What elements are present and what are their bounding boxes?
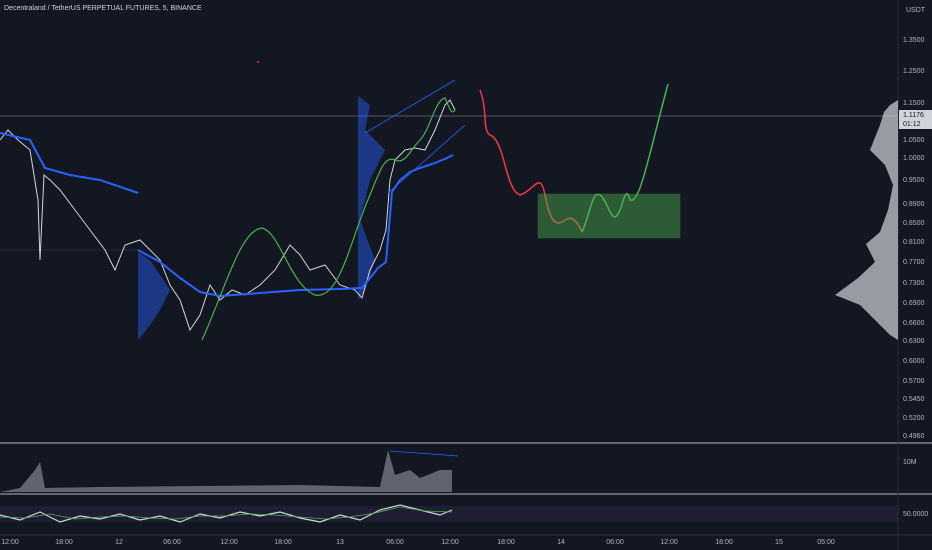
time-label: 13: [336, 539, 344, 546]
time-label: 06:00: [386, 539, 404, 546]
time-label: 18:00: [274, 539, 292, 546]
time-label: 15: [775, 539, 783, 546]
current-price-tag: [899, 110, 932, 129]
projection-down: [479, 89, 583, 233]
currency-label: USDT: [906, 7, 926, 14]
target-zone: [537, 193, 681, 239]
price-label: 0.7700: [903, 259, 925, 266]
price-label: 0.5200: [903, 415, 925, 422]
oscillator-line: [0, 504, 453, 523]
volume-profile: [835, 100, 898, 340]
time-label: 12:00: [441, 539, 459, 546]
time-label: 12: [115, 539, 123, 546]
price-label: 0.8100: [903, 239, 925, 246]
time-label: 06:00: [606, 539, 624, 546]
channel-line: [364, 79, 456, 134]
time-label: 18:00: [715, 539, 733, 546]
countdown: 01:12: [903, 121, 921, 128]
drawn-wave: [201, 97, 456, 341]
price-label: 0.6600: [903, 320, 925, 327]
price-label: 1.0500: [903, 137, 925, 144]
price-label: 1.1500: [903, 100, 925, 107]
price-label: 0.8900: [903, 201, 925, 208]
marker: [257, 61, 259, 63]
session-profile: [358, 96, 385, 300]
price-label: 0.5450: [903, 396, 925, 403]
price-label: 1.3500: [903, 37, 925, 44]
time-label: 12:00: [1, 539, 19, 546]
time-label: 18:00: [497, 539, 515, 546]
price-label: 0.6900: [903, 300, 925, 307]
price-label: 0.6000: [903, 358, 925, 365]
current-price: 1.1176: [903, 112, 924, 119]
time-label: 12:00: [220, 539, 238, 546]
time-label: 06:00: [163, 539, 181, 546]
price-label: 1.2500: [903, 68, 925, 75]
time-label: 12:00: [660, 539, 678, 546]
oscillator-signal: [0, 506, 453, 520]
price-axis: 1.3500 1.2500 1.1500 1.0500 1.0000 0.950…: [903, 37, 925, 440]
oscillator-label: 50.0000: [903, 511, 928, 518]
volume-label: 10M: [903, 459, 917, 466]
price-label: 0.9500: [903, 177, 925, 184]
time-label: 14: [557, 539, 565, 546]
moving-average: [0, 132, 139, 194]
time-label: 18:00: [55, 539, 73, 546]
oscillator-band: [0, 506, 898, 522]
channel-line: [387, 124, 466, 194]
price-label: 0.8500: [903, 220, 925, 227]
divergence-line: [389, 450, 459, 457]
session-profile: [138, 252, 170, 340]
price-label: 0.4960: [903, 433, 925, 440]
price-label: 0.5700: [903, 378, 925, 385]
volume-bars: [0, 450, 452, 492]
price-label: 0.6300: [903, 338, 925, 345]
time-label: 05:00: [817, 539, 835, 546]
symbol-title: Decentraland / TetherUS PERPETUAL FUTURE…: [4, 5, 202, 12]
time-axis: 12:00 18:00 12 06:00 12:00 18:00 13 06:0…: [1, 539, 835, 546]
price-label: 0.7300: [903, 280, 925, 287]
price-label: 1.0000: [903, 155, 925, 162]
moving-average: [137, 154, 454, 298]
projection-up: [581, 83, 669, 233]
